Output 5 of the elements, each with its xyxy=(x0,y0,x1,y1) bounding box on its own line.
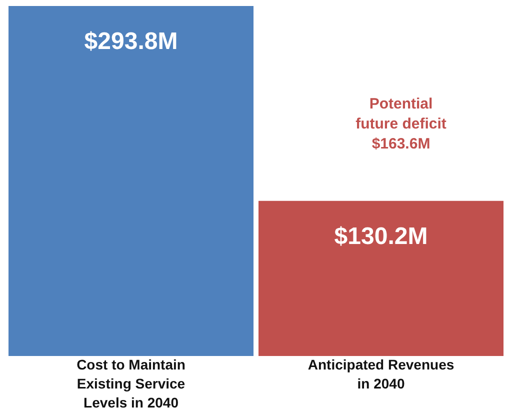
annotation: Potential future deficit $163.6M xyxy=(356,95,446,152)
x-tick-label: Cost to Maintain Existing Service Levels in 2040 xyxy=(76,356,186,410)
data-label: $293.8M xyxy=(84,28,178,55)
x-tick-label: Anticipated Revenues in 2040 xyxy=(308,356,454,392)
data-label: $130.2M xyxy=(334,222,428,250)
